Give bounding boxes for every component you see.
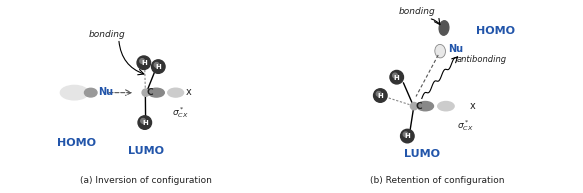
Text: (b) Retention of configuration: (b) Retention of configuration: [370, 176, 504, 185]
Circle shape: [138, 116, 152, 129]
Text: H: H: [394, 74, 399, 81]
Circle shape: [141, 119, 146, 123]
Text: H: H: [141, 60, 147, 66]
Ellipse shape: [417, 102, 434, 111]
Text: HOMO: HOMO: [57, 138, 96, 148]
Ellipse shape: [439, 21, 449, 35]
Text: x: x: [470, 101, 476, 111]
Text: H: H: [156, 64, 161, 70]
Text: Nu: Nu: [448, 44, 463, 54]
Circle shape: [390, 70, 403, 84]
Circle shape: [401, 129, 414, 143]
Text: H: H: [405, 133, 410, 140]
Text: Nu: Nu: [99, 87, 114, 97]
Text: C: C: [147, 88, 153, 97]
Ellipse shape: [142, 89, 149, 96]
Circle shape: [140, 59, 145, 63]
Circle shape: [137, 56, 150, 69]
Text: (a) Inversion of configuration: (a) Inversion of configuration: [80, 176, 212, 185]
Ellipse shape: [435, 44, 445, 58]
Text: antibonding: antibonding: [456, 55, 507, 64]
Ellipse shape: [85, 88, 97, 97]
Text: H: H: [142, 120, 147, 126]
Text: bonding: bonding: [399, 7, 436, 16]
Ellipse shape: [149, 88, 164, 97]
Circle shape: [376, 91, 381, 96]
Text: HOMO: HOMO: [476, 26, 515, 36]
Ellipse shape: [61, 85, 89, 100]
Text: x: x: [185, 87, 191, 97]
Text: bonding: bonding: [89, 30, 125, 39]
Circle shape: [154, 63, 159, 67]
Text: LUMO: LUMO: [128, 146, 164, 156]
Ellipse shape: [168, 88, 184, 97]
Text: $\mathit{\sigma}^*_{CX}$: $\mathit{\sigma}^*_{CX}$: [172, 105, 189, 120]
Circle shape: [152, 60, 165, 73]
Text: C: C: [415, 102, 422, 111]
Text: LUMO: LUMO: [404, 149, 440, 159]
Ellipse shape: [410, 102, 418, 110]
Ellipse shape: [438, 102, 454, 111]
Text: $\mathit{\sigma}^*_{CX}$: $\mathit{\sigma}^*_{CX}$: [457, 118, 473, 133]
Text: H: H: [377, 93, 383, 99]
Circle shape: [374, 89, 387, 102]
Circle shape: [393, 73, 398, 78]
Circle shape: [403, 132, 408, 137]
